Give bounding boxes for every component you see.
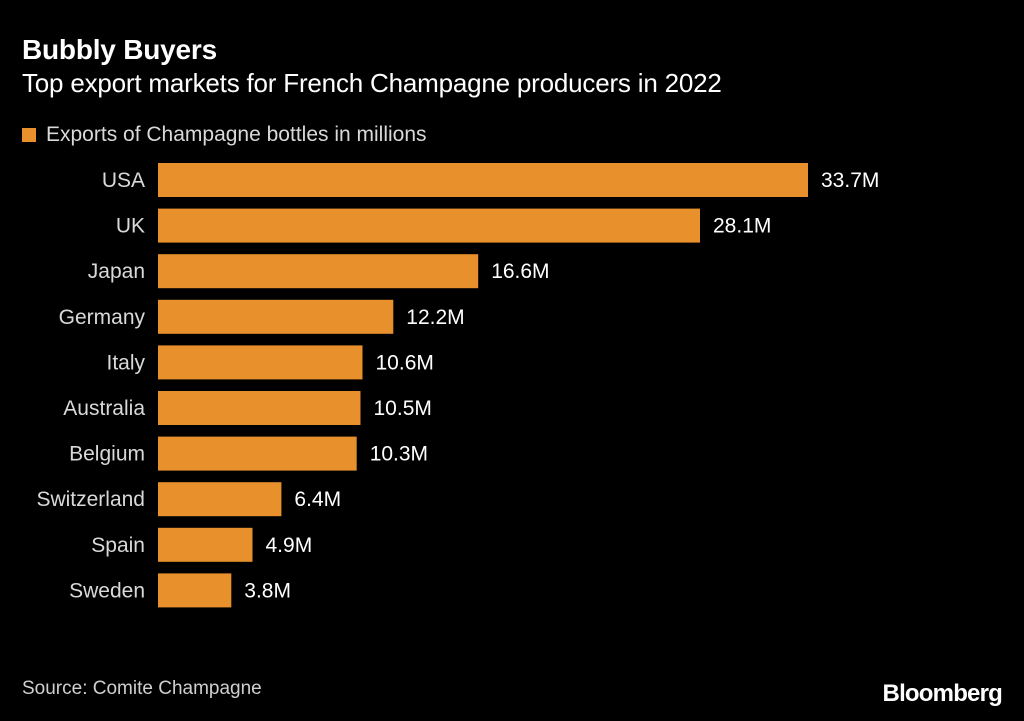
bar-switzerland (158, 482, 282, 517)
value-label-japan: 16.6M (491, 260, 549, 283)
bar-uk (158, 208, 700, 243)
bar-italy (158, 345, 363, 380)
category-label-switzerland: Switzerland (36, 488, 145, 511)
value-label-uk: 28.1M (713, 215, 771, 238)
value-label-germany: 12.2M (406, 306, 464, 329)
value-label-switzerland: 6.4M (294, 488, 341, 511)
bar-australia (158, 391, 361, 425)
value-label-spain: 4.9M (266, 534, 313, 557)
value-label-australia: 10.5M (374, 397, 432, 420)
legend-swatch (22, 128, 36, 142)
category-label-belgium: Belgium (69, 443, 145, 466)
value-label-belgium: 10.3M (370, 443, 428, 466)
chart-subtitle: Top export markets for French Champagne … (22, 68, 722, 98)
legend: Exports of Champagne bottles in millions (22, 122, 427, 148)
category-label-sweden: Sweden (69, 579, 145, 602)
chart-title: Bubbly Buyers (22, 34, 217, 65)
bloomberg-logo: Bloomberg (882, 680, 1003, 707)
bar-belgium (158, 436, 357, 471)
category-label-uk: UK (116, 215, 145, 238)
bar-spain (158, 527, 253, 562)
bar-germany (158, 299, 394, 334)
source-note: Source: Comite Champagne (22, 678, 262, 699)
bar-sweden (158, 573, 232, 608)
bar-usa (158, 163, 808, 197)
category-label-spain: Spain (91, 534, 145, 557)
category-label-japan: Japan (88, 260, 145, 283)
legend-label: Exports of Champagne bottles in millions (46, 123, 427, 146)
category-label-italy: Italy (106, 351, 145, 374)
bar-japan (158, 254, 479, 289)
category-label-usa: USA (102, 169, 145, 192)
value-label-usa: 33.7M (821, 169, 879, 192)
value-label-italy: 10.6M (376, 351, 434, 374)
value-label-sweden: 3.8M (244, 579, 291, 602)
category-label-germany: Germany (59, 306, 146, 329)
category-label-australia: Australia (63, 397, 145, 420)
